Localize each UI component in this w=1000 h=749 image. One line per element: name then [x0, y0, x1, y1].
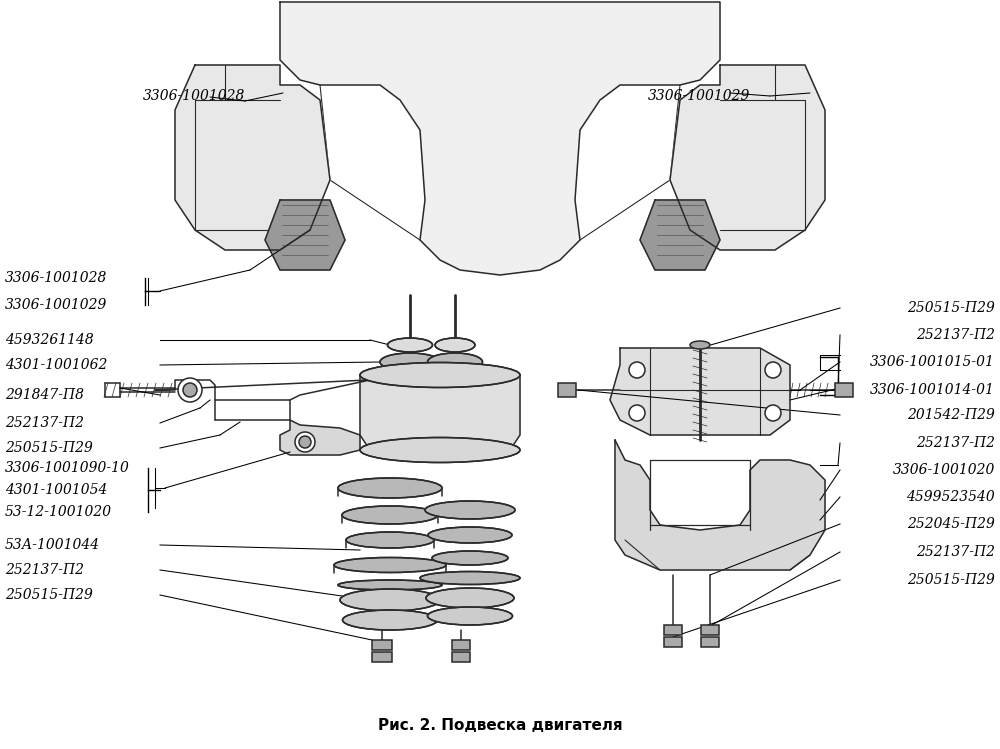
Ellipse shape [338, 478, 442, 498]
Text: Рис. 2. Подвеска двигателя: Рис. 2. Подвеска двигателя [378, 718, 622, 733]
Ellipse shape [428, 607, 512, 625]
Text: 3306-1001090-10: 3306-1001090-10 [5, 461, 130, 475]
Ellipse shape [334, 557, 446, 572]
Text: 4593261148: 4593261148 [5, 333, 94, 347]
Text: 291847-П8: 291847-П8 [5, 388, 84, 402]
Ellipse shape [380, 353, 440, 371]
Ellipse shape [690, 341, 710, 349]
Polygon shape [360, 375, 520, 450]
Text: 4599523540: 4599523540 [906, 490, 995, 504]
Ellipse shape [428, 353, 482, 371]
Text: 250515-П29: 250515-П29 [907, 301, 995, 315]
Text: 252045-П29: 252045-П29 [907, 517, 995, 531]
Circle shape [183, 383, 197, 397]
Text: 252137-П2: 252137-П2 [5, 416, 84, 430]
Text: 4301-1001062: 4301-1001062 [5, 358, 107, 372]
Text: 53-12-1001020: 53-12-1001020 [5, 505, 112, 519]
Bar [701, 625, 719, 635]
Circle shape [299, 436, 311, 448]
Ellipse shape [360, 437, 520, 462]
Text: 250515-П29: 250515-П29 [5, 441, 93, 455]
Ellipse shape [388, 338, 432, 352]
Bar [372, 652, 392, 662]
Bar [701, 637, 719, 647]
Ellipse shape [382, 368, 438, 382]
Text: 53А-1001044: 53А-1001044 [5, 538, 100, 552]
Text: 3306-1001028: 3306-1001028 [143, 89, 245, 103]
Ellipse shape [338, 580, 442, 590]
Polygon shape [640, 200, 720, 270]
Text: 3306-1001020: 3306-1001020 [893, 463, 995, 477]
Ellipse shape [340, 589, 440, 611]
Polygon shape [280, 420, 360, 455]
Bar [664, 625, 682, 635]
Polygon shape [175, 65, 330, 250]
Ellipse shape [342, 506, 438, 524]
Circle shape [178, 378, 202, 402]
Bar [452, 652, 470, 662]
Polygon shape [670, 65, 825, 250]
Ellipse shape [360, 363, 520, 387]
Text: 250515-П29: 250515-П29 [5, 588, 93, 602]
Circle shape [765, 362, 781, 378]
Bar [664, 637, 682, 647]
Text: 3306-1001029: 3306-1001029 [648, 89, 750, 103]
Circle shape [629, 362, 645, 378]
Ellipse shape [435, 338, 475, 352]
Polygon shape [615, 440, 825, 570]
Ellipse shape [420, 571, 520, 584]
Text: 3306-1001028: 3306-1001028 [5, 271, 107, 285]
Circle shape [629, 405, 645, 421]
Bar [835, 383, 853, 397]
Bar [452, 640, 470, 650]
Bar [372, 640, 392, 650]
Ellipse shape [426, 588, 514, 608]
Ellipse shape [430, 368, 480, 382]
Text: 3306-1001015-01: 3306-1001015-01 [870, 355, 995, 369]
Polygon shape [265, 200, 345, 270]
Ellipse shape [346, 532, 434, 548]
Circle shape [765, 405, 781, 421]
Ellipse shape [425, 501, 515, 519]
Text: 201542-П29: 201542-П29 [907, 408, 995, 422]
Text: 252137-П2: 252137-П2 [916, 436, 995, 450]
Text: 252137-П2: 252137-П2 [916, 328, 995, 342]
Ellipse shape [432, 551, 508, 565]
Circle shape [295, 432, 315, 452]
Ellipse shape [342, 610, 438, 630]
Text: 4301-1001054: 4301-1001054 [5, 483, 107, 497]
Ellipse shape [428, 527, 512, 543]
Bar [558, 383, 576, 397]
Text: 3306-1001014-01: 3306-1001014-01 [870, 383, 995, 397]
Polygon shape [280, 2, 720, 275]
Text: 252137-П2: 252137-П2 [5, 563, 84, 577]
Text: 250515-П29: 250515-П29 [907, 573, 995, 587]
Text: 252137-П2: 252137-П2 [916, 545, 995, 559]
Text: 3306-1001029: 3306-1001029 [5, 298, 107, 312]
Polygon shape [610, 348, 790, 435]
